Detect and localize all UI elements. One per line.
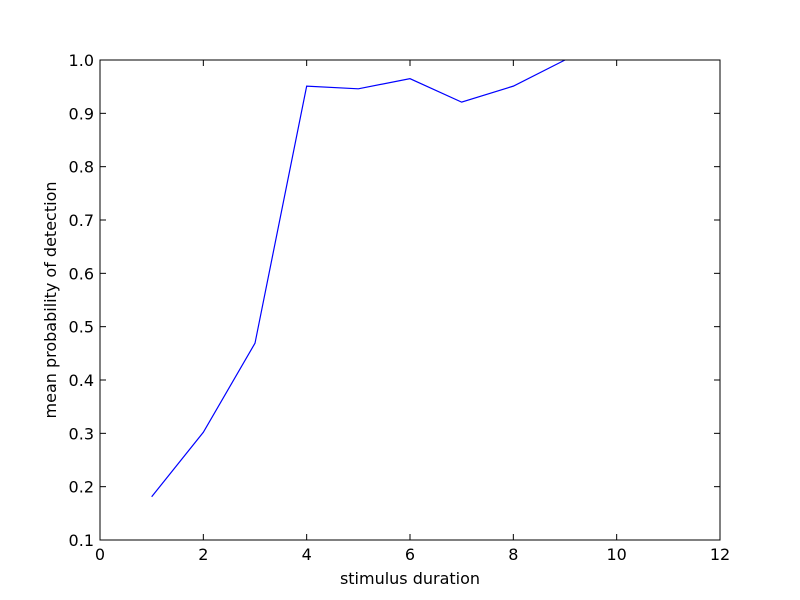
y-tick-label: 0.7 [69,211,94,230]
x-tick-label: 12 [710,545,730,564]
y-tick-label: 0.2 [69,478,94,497]
x-tick-label: 10 [606,545,626,564]
y-tick-label: 0.9 [69,104,94,123]
x-tick-label: 6 [405,545,415,564]
y-tick-label: 0.3 [69,424,94,443]
x-tick-label: 4 [302,545,312,564]
y-tick-label: 0.8 [69,158,94,177]
y-tick-label: 0.6 [69,264,94,283]
axis-ticks: 0 2 4 6 8 10 12 0.1 0.2 0.3 0.4 0.5 0.6 0.7 0.8 0.9 1.0 [69,51,731,564]
x-tick-label: 0 [95,545,105,564]
y-tick-label: 0.4 [69,371,94,390]
x-tick-label: 2 [198,545,208,564]
y-tick-label: 0.1 [69,531,94,550]
plot-area [151,59,566,498]
series-line-0 [151,59,566,498]
y-tick-label: 1.0 [69,51,94,70]
y-axis-label: mean probability of detection [41,182,60,419]
y-tick-label: 0.5 [69,318,94,337]
plot-frame [99,59,721,541]
x-tick-label: 8 [508,545,518,564]
x-axis-label: stimulus duration [340,569,480,588]
